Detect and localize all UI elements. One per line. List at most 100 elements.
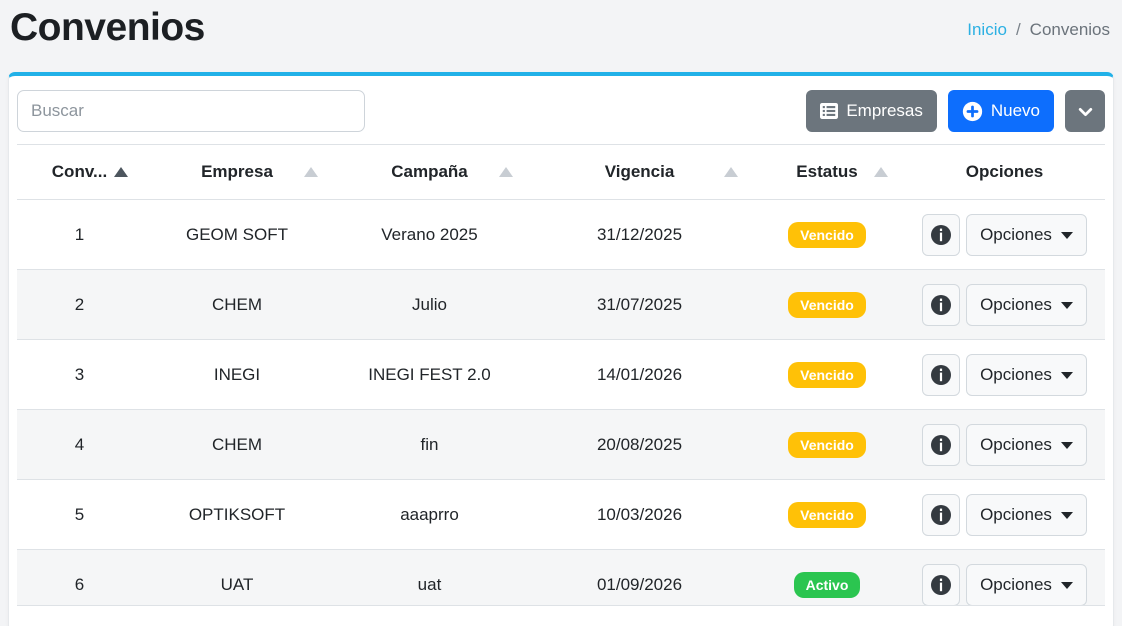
breadcrumb-separator: / xyxy=(1015,20,1021,39)
info-circle-icon xyxy=(930,364,952,386)
cell-opciones: Opciones xyxy=(902,409,1105,480)
collapse-button[interactable] xyxy=(1065,90,1105,132)
nuevo-button-label: Nuevo xyxy=(990,101,1040,120)
cell-vigencia: 01/09/2026 xyxy=(527,549,752,605)
cell-convenio: 4 xyxy=(17,409,142,480)
caret-down-icon xyxy=(1060,232,1073,239)
cell-campana: aaaprro xyxy=(332,479,527,550)
cell-convenio: 3 xyxy=(17,339,142,410)
breadcrumb-current: Convenios xyxy=(1029,20,1110,39)
opciones-dropdown-button[interactable]: Opciones xyxy=(966,213,1087,256)
cell-vigencia: 20/08/2025 xyxy=(527,409,752,480)
caret-down-icon xyxy=(1060,512,1073,519)
status-badge: Vencido xyxy=(788,361,866,388)
opciones-dropdown-label: Opciones xyxy=(980,364,1052,384)
column-header-label: Vigencia xyxy=(604,162,675,181)
cell-campana: Verano 2025 xyxy=(381,224,478,244)
cell-estatus: Vencido xyxy=(752,479,902,550)
opciones-dropdown-label: Opciones xyxy=(980,504,1052,524)
page-title: Convenios xyxy=(10,6,205,49)
column-header-label: Empresa xyxy=(201,162,273,181)
info-circle-icon xyxy=(930,294,952,316)
column-header[interactable]: Opciones xyxy=(902,144,1105,200)
column-header[interactable]: Estatus xyxy=(752,144,902,200)
sort-asc-icon xyxy=(874,167,888,177)
info-circle-icon xyxy=(930,224,952,246)
column-header[interactable]: Campaña xyxy=(332,144,527,200)
status-badge: Vencido xyxy=(788,221,866,248)
caret-down-icon xyxy=(1060,302,1073,309)
table-row: 5 OPTIKSOFT aaaprro 10/03/2026 Vencido xyxy=(17,479,1105,550)
info-button[interactable] xyxy=(922,213,961,256)
convenios-card: Empresas Nuevo Conv... xyxy=(8,72,1114,626)
nuevo-button[interactable]: Nuevo xyxy=(947,90,1054,132)
cell-convenio: 5 xyxy=(17,479,142,550)
breadcrumb-home-link[interactable]: Inicio xyxy=(967,20,1007,39)
info-button[interactable] xyxy=(922,283,961,326)
toolbar-buttons: Empresas Nuevo xyxy=(806,90,1105,132)
cell-opciones: Opciones xyxy=(902,269,1105,340)
cell-empresa: CHEM xyxy=(142,269,332,340)
cell-convenio: 6 xyxy=(17,549,142,605)
cell-opciones: Opciones xyxy=(902,339,1105,410)
plus-circle-icon xyxy=(962,101,983,122)
cell-empresa: OPTIKSOFT xyxy=(142,479,332,550)
status-badge: Vencido xyxy=(788,501,866,528)
opciones-dropdown-button[interactable]: Opciones xyxy=(966,353,1087,396)
opciones-dropdown-button[interactable]: Opciones xyxy=(966,423,1087,466)
cell-convenio: 2 xyxy=(17,269,142,340)
cell-opciones: Opciones xyxy=(902,479,1105,550)
table-row: 3 INEGI INEGI FEST 2.0 14/01/2026 Vencid… xyxy=(17,339,1105,410)
convenios-table-container: Conv... Empresa Campaña Vigencia xyxy=(17,144,1105,606)
cell-vigencia: 10/03/2026 xyxy=(527,479,752,550)
column-header-label: Conv... xyxy=(51,162,108,181)
cell-campana: fin xyxy=(332,409,527,480)
cell-campana: Julio xyxy=(332,269,527,340)
cell-convenio: 1 xyxy=(74,224,85,244)
empresas-button-label: Empresas xyxy=(846,101,923,120)
cell-empresa: GEOM SOFT xyxy=(186,224,288,244)
opciones-dropdown-label: Opciones xyxy=(980,224,1052,244)
table-header-row: Conv... Empresa Campaña Vigencia xyxy=(17,144,1105,200)
info-button[interactable] xyxy=(922,423,961,466)
table-row: 4 CHEM fin 20/08/2025 Vencido xyxy=(17,409,1105,480)
opciones-dropdown-button[interactable]: Opciones xyxy=(966,493,1087,536)
caret-down-icon xyxy=(1060,372,1073,379)
column-header[interactable]: Empresa xyxy=(142,144,332,200)
empresas-button[interactable]: Empresas xyxy=(806,90,937,132)
opciones-dropdown-button[interactable]: Opciones xyxy=(966,283,1087,326)
info-circle-icon xyxy=(930,434,952,456)
column-header-label: Campaña xyxy=(391,162,468,181)
breadcrumb: Inicio / Convenios xyxy=(967,20,1110,40)
opciones-dropdown-label: Opciones xyxy=(980,434,1052,454)
cell-estatus: Vencido xyxy=(752,200,902,270)
info-button[interactable] xyxy=(922,353,961,396)
column-header[interactable]: Conv... xyxy=(17,144,142,200)
table-row: 1 GEOM SOFT Verano 2025 31/12/2025 Venci… xyxy=(17,200,1105,270)
opciones-dropdown-label: Opciones xyxy=(980,574,1052,594)
sort-asc-icon xyxy=(304,167,318,177)
cell-campana: uat xyxy=(332,549,527,605)
cell-opciones: Opciones xyxy=(902,549,1105,605)
opciones-dropdown-label: Opciones xyxy=(980,294,1052,314)
sort-asc-icon xyxy=(724,167,738,177)
cell-vigencia: 31/07/2025 xyxy=(527,269,752,340)
column-header[interactable]: Vigencia xyxy=(527,144,752,200)
table-row: 2 CHEM Julio 31/07/2025 Vencido xyxy=(17,269,1105,340)
info-button[interactable] xyxy=(922,493,961,536)
cell-opciones: Opciones xyxy=(902,200,1105,270)
status-badge: Vencido xyxy=(788,431,866,458)
cell-vigencia: 14/01/2026 xyxy=(527,339,752,410)
cell-campana: INEGI FEST 2.0 xyxy=(332,339,527,410)
sort-asc-icon xyxy=(114,167,128,177)
page-header: Convenios Inicio / Convenios xyxy=(0,0,1122,72)
table-list-icon xyxy=(820,103,839,119)
table-row: 6 UAT uat 01/09/2026 Activo xyxy=(17,549,1105,605)
search-input[interactable] xyxy=(17,90,365,132)
info-button[interactable] xyxy=(922,563,961,605)
cell-estatus: Vencido xyxy=(752,269,902,340)
cell-vigencia: 31/12/2025 xyxy=(596,224,683,244)
caret-down-icon xyxy=(1060,582,1073,590)
opciones-dropdown-button[interactable]: Opciones xyxy=(966,563,1087,605)
cell-estatus: Vencido xyxy=(752,339,902,410)
